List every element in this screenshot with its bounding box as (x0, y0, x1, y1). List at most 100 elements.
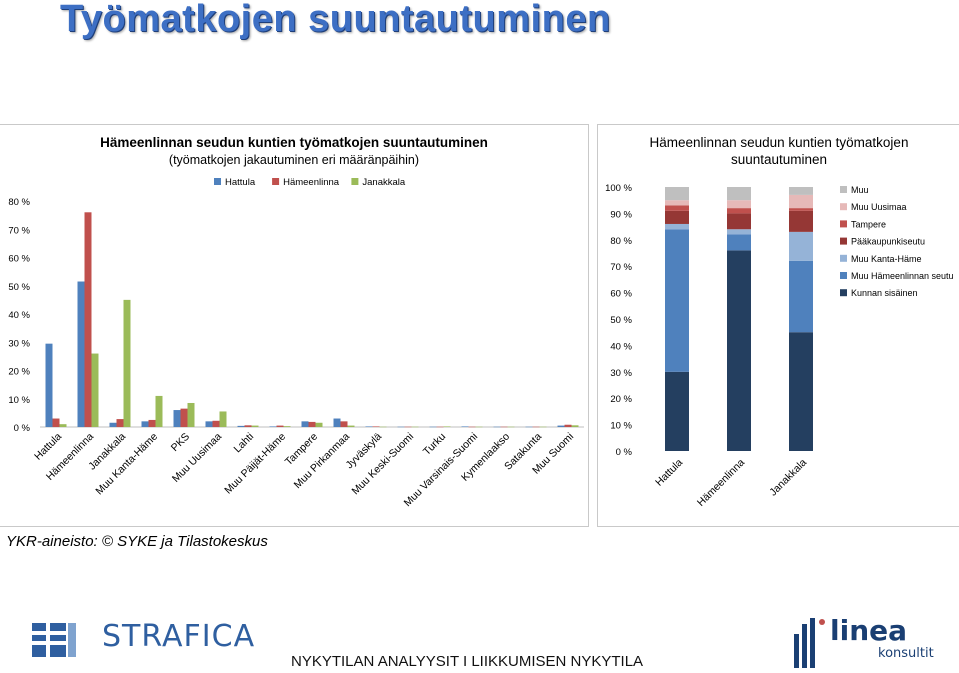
series-hameenlinna (52, 212, 572, 428)
bar-hameenlinna-muu-varsinais-suomi (468, 426, 476, 428)
bar-hameenlinna-satakunta (532, 426, 540, 428)
chart-title-line-2: suuntautuminen (731, 152, 827, 167)
x-tick-label: Lahti (232, 431, 257, 456)
y-tick-label: 100 % (605, 183, 632, 194)
bar-janakkala-pks (187, 402, 195, 427)
bar-janakkala-satakunta (539, 426, 547, 428)
x-axis: Hattula Hämeenlinna Janakkala (653, 457, 809, 509)
bar-hattula-hattula (45, 343, 53, 427)
chart-panel-stacked: Hämeenlinnan seudun kuntien työmatkojen … (597, 124, 959, 527)
segment-muu-uusimaa-janakkala (789, 194, 813, 209)
chart-stacked-share: Hämeenlinnan seudun kuntien työmatkojen … (605, 135, 954, 509)
segment-paakaupunkiseutu-janakkala (789, 210, 813, 232)
linea-logo: linea konsultit (790, 614, 950, 670)
x-tick-label: Muu Päijät-Häme (222, 431, 288, 497)
legend-item: Pääkaupunkiseutu (840, 237, 925, 247)
y-tick-label: 0 % (14, 423, 31, 434)
stack-hattula (665, 187, 689, 451)
bar-hattula-hameenlinna (77, 281, 85, 427)
y-tick-label: 60 % (610, 289, 632, 300)
bar-hameenlinna-tampere (308, 421, 316, 427)
series-hattula (45, 281, 565, 428)
legend-item: Muu Uusimaa (840, 202, 907, 212)
legend-item: Muu (840, 185, 869, 195)
bar-hattula-kymenlaakso (493, 426, 501, 428)
bar-hattula-muu-keski-suomi (397, 426, 405, 428)
linea-logo-icon (794, 618, 825, 668)
stacked-bar-group (665, 187, 813, 451)
legend-item: Hattula (214, 177, 256, 188)
stack-janakkala (789, 187, 813, 451)
segment-tampere-hattula (665, 205, 689, 211)
x-tick-label: Janakkala (767, 457, 809, 499)
segment-kunnan-sisainen-janakkala (789, 332, 813, 451)
segment-kunnan-sisainen-hattula (665, 371, 689, 451)
y-tick-label: 20 % (8, 367, 30, 378)
legend-swatch (840, 237, 847, 245)
bar-hameenlinna-muu-kanta-hame (148, 419, 156, 427)
bar-hameenlinna-hameenlinna (84, 212, 92, 427)
chart-legend: Muu Muu Uusimaa Tampere Pääkaupunkiseutu Muu… (840, 185, 954, 298)
bar-janakkala-hattula (59, 424, 67, 427)
x-tick-label: Muu Kanta-Häme (93, 431, 160, 498)
legend-swatch (840, 254, 847, 262)
legend-label: Muu Hämeenlinnan seutu (851, 271, 954, 281)
chart-subtitle: (työmatkojen jakautuminen eri määränpäih… (169, 153, 419, 167)
y-tick-label: 80 % (8, 197, 30, 208)
segment-muu-uusimaa-hameenlinna (727, 200, 751, 209)
segment-muu-hattula (665, 187, 689, 201)
bar-hattula-satakunta (525, 426, 533, 428)
bar-hameenlinna-muu-paijat-hame (276, 425, 284, 427)
bar-hameenlinna-janakkala (116, 419, 124, 427)
x-tick-label: Hattula (653, 457, 685, 489)
chart-title: Hämeenlinnan seudun kuntien työmatkojen … (100, 135, 488, 150)
bar-hameenlinna-hattula (52, 418, 60, 427)
bar-janakkala-muu-paijat-hame (283, 426, 291, 427)
y-tick-label: 30 % (610, 368, 632, 379)
segment-muu-kanta-hame-janakkala (789, 231, 813, 261)
bar-hattula-muu-varsinais-suomi (461, 426, 469, 427)
bar-hameenlinna-turku (436, 426, 444, 428)
segment-paakaupunkiseutu-hattula (665, 210, 689, 224)
y-tick-label: 90 % (610, 209, 632, 220)
bar-janakkala-kymenlaakso (507, 426, 515, 428)
segment-muu-uusimaa-hattula (665, 200, 689, 206)
y-tick-label: 0 % (616, 447, 633, 458)
bar-janakkala-muu-varsinais-suomi (475, 426, 483, 428)
legend-label: Janakkala (362, 177, 405, 188)
bar-janakkala-muu-kanta-hame (155, 395, 163, 427)
strafica-logo-icon (32, 623, 76, 657)
bar-hameenlinna-jyvaskyla (372, 426, 380, 427)
legend-swatch (840, 272, 847, 279)
chart-panel-destinations: Hämeenlinnan seudun kuntien työmatkojen … (0, 124, 589, 527)
legend-swatch (840, 186, 847, 193)
segment-tampere-hameenlinna (727, 208, 751, 214)
bar-janakkala-turku (443, 426, 451, 427)
page-title: Työmatkojen suuntautuminen (60, 0, 611, 40)
legend-swatch (840, 203, 847, 211)
legend-swatch (214, 178, 221, 185)
x-tick-label: PKS (169, 431, 192, 454)
legend-label: Kunnan sisäinen (851, 288, 918, 298)
bar-janakkala-muu-uusimaa (219, 411, 227, 427)
bar-hattula-lahti (237, 425, 245, 427)
segment-muu-kanta-hame-hattula (665, 223, 689, 230)
bar-janakkala-janakkala (123, 299, 131, 427)
legend-item: Hämeenlinna (272, 177, 340, 188)
bar-hattula-janakkala (109, 422, 117, 427)
chart-title-line-1: Hämeenlinnan seudun kuntien työmatkojen (650, 135, 909, 150)
bar-hattula-jyvaskyla (365, 426, 373, 427)
legend-swatch (272, 178, 280, 185)
y-tick-label: 20 % (610, 394, 632, 405)
bar-hattula-muu-suomi (557, 425, 565, 427)
strafica-logo: STRAFICA (32, 619, 254, 659)
legend-label: Muu Kanta-Häme (851, 254, 922, 264)
bar-hattula-muu-kanta-hame (141, 421, 149, 427)
segment-muu-kanta-hame-hameenlinna (727, 229, 751, 235)
bar-hameenlinna-lahti (244, 425, 252, 427)
series-janakkala (59, 299, 579, 428)
bar-hattula-muu-uusimaa (205, 421, 213, 427)
y-tick-label: 70 % (8, 225, 30, 236)
bar-hameenlinna-muu-suomi (564, 424, 572, 427)
source-note: YKR-aineisto: © SYKE ja Tilastokeskus (6, 533, 268, 550)
